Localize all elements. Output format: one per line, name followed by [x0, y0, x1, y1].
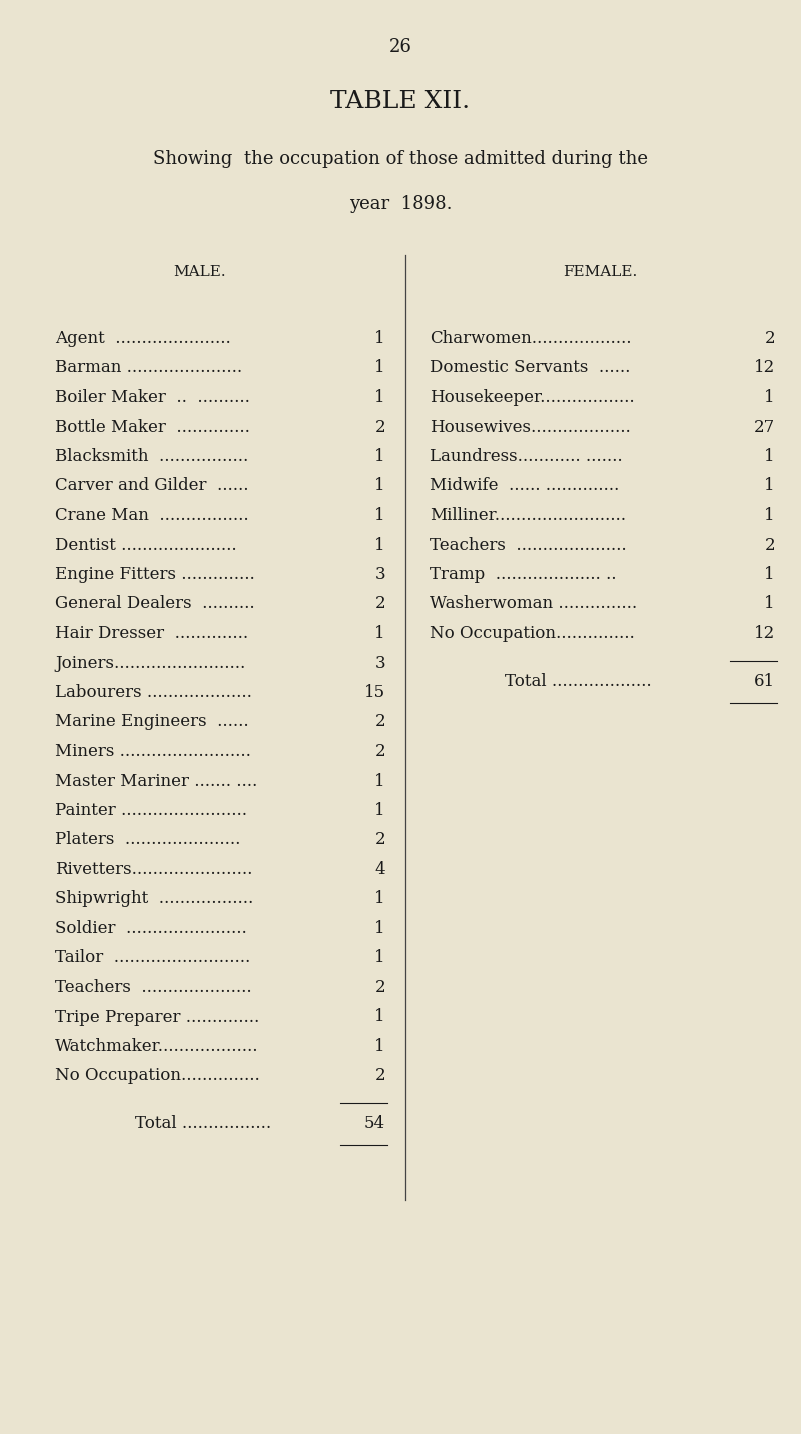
Text: Midwife  ...... ..............: Midwife ...... .............. [430, 478, 619, 495]
Text: Teachers  .....................: Teachers ..................... [55, 979, 252, 997]
Text: 1: 1 [764, 389, 775, 406]
Text: Tailor  ..........................: Tailor .......................... [55, 949, 250, 967]
Text: Crane Man  .................: Crane Man ................. [55, 508, 248, 523]
Text: Total ...................: Total ................... [505, 673, 652, 690]
Text: 15: 15 [364, 684, 385, 701]
Text: Laundress............ .......: Laundress............ ....... [430, 447, 622, 465]
Text: 3: 3 [374, 654, 385, 671]
Text: Barman ......................: Barman ...................... [55, 360, 242, 377]
Text: Dentist ......................: Dentist ...................... [55, 536, 236, 554]
Text: 1: 1 [374, 949, 385, 967]
Text: 1: 1 [374, 478, 385, 495]
Text: 1: 1 [374, 773, 385, 790]
Text: Tripe Preparer ..............: Tripe Preparer .............. [55, 1008, 260, 1025]
Text: 1: 1 [374, 447, 385, 465]
Text: 54: 54 [364, 1116, 385, 1131]
Text: Miners .........................: Miners ......................... [55, 743, 251, 760]
Text: 1: 1 [374, 625, 385, 642]
Text: 3: 3 [374, 566, 385, 584]
Text: 1: 1 [374, 1038, 385, 1055]
Text: 2: 2 [764, 330, 775, 347]
Text: FEMALE.: FEMALE. [563, 265, 637, 280]
Text: 2: 2 [374, 595, 385, 612]
Text: Showing  the occupation of those admitted during the: Showing the occupation of those admitted… [153, 151, 648, 168]
Text: Domestic Servants  ......: Domestic Servants ...... [430, 360, 630, 377]
Text: 1: 1 [374, 360, 385, 377]
Text: Engine Fitters ..............: Engine Fitters .............. [55, 566, 255, 584]
Text: Platers  ......................: Platers ...................... [55, 832, 240, 849]
Text: year  1898.: year 1898. [348, 195, 453, 214]
Text: Watchmaker...................: Watchmaker................... [55, 1038, 259, 1055]
Text: 1: 1 [374, 536, 385, 554]
Text: Painter ........................: Painter ........................ [55, 802, 247, 819]
Text: 2: 2 [374, 743, 385, 760]
Text: Shipwright  ..................: Shipwright .................. [55, 891, 253, 908]
Text: 2: 2 [764, 536, 775, 554]
Text: 1: 1 [764, 566, 775, 584]
Text: Joiners.........................: Joiners......................... [55, 654, 245, 671]
Text: 1: 1 [764, 508, 775, 523]
Text: 4: 4 [374, 860, 385, 878]
Text: 1: 1 [374, 802, 385, 819]
Text: 2: 2 [374, 714, 385, 730]
Text: No Occupation...............: No Occupation............... [55, 1067, 260, 1084]
Text: 1: 1 [374, 1008, 385, 1025]
Text: MALE.: MALE. [174, 265, 227, 280]
Text: Rivetters.......................: Rivetters....................... [55, 860, 252, 878]
Text: Charwomen...................: Charwomen................... [430, 330, 631, 347]
Text: 27: 27 [754, 419, 775, 436]
Text: Total .................: Total ................. [135, 1116, 271, 1131]
Text: Washerwoman ...............: Washerwoman ............... [430, 595, 637, 612]
Text: Soldier  .......................: Soldier ....................... [55, 921, 247, 936]
Text: Hair Dresser  ..............: Hair Dresser .............. [55, 625, 248, 642]
Text: Bottle Maker  ..............: Bottle Maker .............. [55, 419, 250, 436]
Text: 1: 1 [764, 478, 775, 495]
Text: 12: 12 [754, 625, 775, 642]
Text: Agent  ......................: Agent ...................... [55, 330, 231, 347]
Text: 2: 2 [374, 979, 385, 997]
Text: 1: 1 [374, 921, 385, 936]
Text: 1: 1 [764, 595, 775, 612]
Text: Tramp  .................... ..: Tramp .................... .. [430, 566, 617, 584]
Text: 26: 26 [389, 37, 412, 56]
Text: 1: 1 [764, 447, 775, 465]
Text: Teachers  .....................: Teachers ..................... [430, 536, 626, 554]
Text: Master Mariner ....... ....: Master Mariner ....... .... [55, 773, 257, 790]
Text: Carver and Gilder  ......: Carver and Gilder ...... [55, 478, 248, 495]
Text: 1: 1 [374, 508, 385, 523]
Text: 61: 61 [754, 673, 775, 690]
Text: General Dealers  ..........: General Dealers .......... [55, 595, 255, 612]
Text: 1: 1 [374, 330, 385, 347]
Text: 1: 1 [374, 891, 385, 908]
Text: Marine Engineers  ......: Marine Engineers ...... [55, 714, 248, 730]
Text: No Occupation...............: No Occupation............... [430, 625, 634, 642]
Text: 2: 2 [374, 1067, 385, 1084]
Text: Blacksmith  .................: Blacksmith ................. [55, 447, 248, 465]
Text: Labourers ....................: Labourers .................... [55, 684, 252, 701]
Text: Housekeeper..................: Housekeeper.................. [430, 389, 634, 406]
Text: Boiler Maker  ..  ..........: Boiler Maker .. .......... [55, 389, 250, 406]
Text: 2: 2 [374, 419, 385, 436]
Text: Milliner.........................: Milliner......................... [430, 508, 626, 523]
Text: 12: 12 [754, 360, 775, 377]
Text: TABLE XII.: TABLE XII. [331, 90, 470, 113]
Text: 1: 1 [374, 389, 385, 406]
Text: Housewives...................: Housewives................... [430, 419, 630, 436]
Text: 2: 2 [374, 832, 385, 849]
